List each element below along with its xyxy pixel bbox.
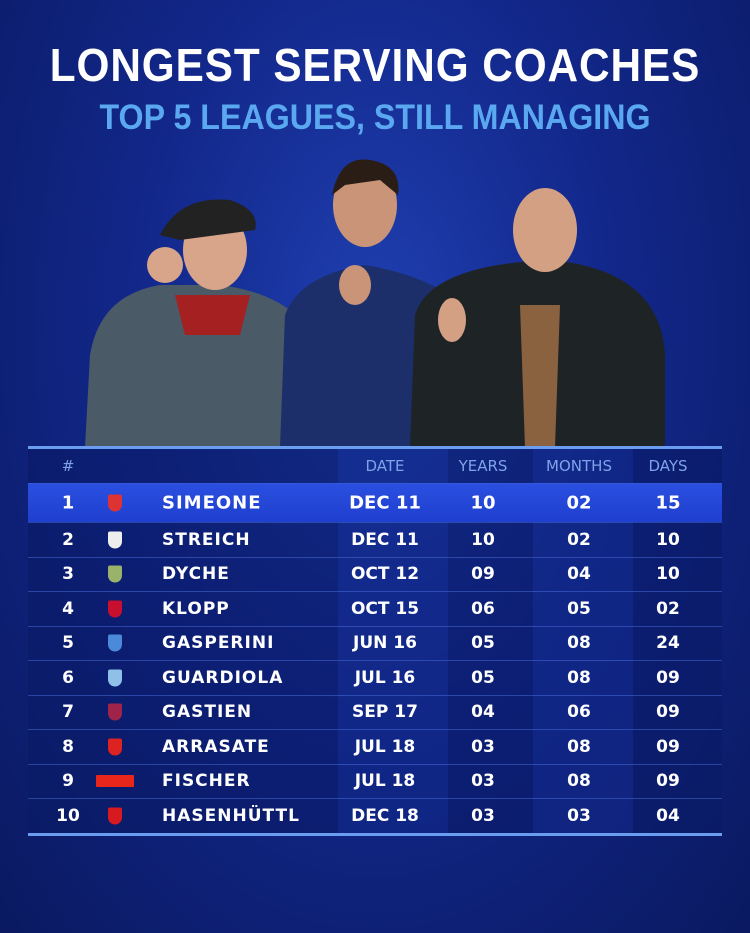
- months: 03: [567, 805, 591, 826]
- rank: 4: [62, 598, 74, 619]
- klopp-photo: [85, 199, 330, 447]
- start-date: OCT 12: [350, 564, 420, 585]
- years: 10: [470, 492, 496, 514]
- start-date: OCT 15: [350, 598, 420, 619]
- rank: 7: [62, 702, 74, 723]
- table-header: # DATE YEARS MONTHS DAYS: [28, 449, 722, 483]
- days: 09: [656, 667, 680, 688]
- osasuna-crest-icon: [108, 738, 122, 756]
- header-days: DAYS: [648, 457, 688, 475]
- days: 10: [656, 529, 680, 550]
- days: 09: [656, 736, 680, 757]
- months: 05: [567, 598, 591, 619]
- union-berlin-crest-icon: [96, 775, 134, 788]
- atletico-madrid-crest-icon: [108, 494, 122, 512]
- liverpool-crest-icon: [108, 600, 122, 618]
- months: 02: [566, 492, 592, 514]
- table-row: 4 KLOPP OCT 15 06 05 02: [28, 591, 722, 626]
- coach-name: HASENHÜTTL: [162, 805, 300, 826]
- days: 04: [656, 805, 680, 826]
- coach-name: SIMEONE: [162, 492, 262, 514]
- days: 15: [655, 492, 681, 514]
- coach-name: STREICH: [162, 529, 251, 550]
- years: 04: [471, 702, 495, 723]
- table-row: 8 ARRASATE JUL 18 03 08 09: [28, 729, 722, 764]
- coach-name: GUARDIOLA: [162, 667, 284, 688]
- coach-name: GASPERINI: [162, 633, 275, 654]
- page-title: LONGEST SERVING COACHES: [49, 39, 701, 91]
- start-date: DEC 11: [351, 529, 419, 550]
- start-date: JUL 16: [354, 667, 416, 688]
- header-rank: #: [61, 457, 75, 475]
- coach-name: DYCHE: [162, 564, 230, 585]
- freiburg-crest-icon: [108, 531, 122, 549]
- rank: 9: [62, 771, 74, 792]
- table-row: 6 GUARDIOLA JUL 16 05 08 09: [28, 660, 722, 695]
- years: 03: [471, 771, 495, 792]
- years: 10: [471, 529, 495, 550]
- months: 04: [567, 564, 591, 585]
- rank: 10: [56, 805, 80, 826]
- guardiola-photo: [410, 188, 665, 447]
- days: 24: [656, 633, 680, 654]
- clermont-crest-icon: [108, 703, 122, 721]
- coaches-photo: [85, 159, 665, 447]
- header-months: MONTHS: [546, 457, 612, 475]
- table-row: 1 SIMEONE DEC 11 10 02 15: [28, 483, 722, 522]
- table-row: 3 DYCHE OCT 12 09 04 10: [28, 556, 722, 592]
- years: 03: [471, 736, 495, 757]
- years: 03: [471, 805, 495, 826]
- months: 08: [567, 667, 591, 688]
- page-subtitle: TOP 5 LEAGUES, STILL MANAGING: [99, 98, 651, 137]
- coach-name: KLOPP: [162, 598, 230, 619]
- months: 08: [567, 633, 591, 654]
- table-row: 9 FISCHER JUL 18 03 08 09: [28, 763, 722, 799]
- header-years: YEARS: [458, 457, 508, 475]
- start-date: DEC 18: [351, 805, 419, 826]
- table-row: 2 STREICH DEC 11 10 02 10: [28, 522, 722, 557]
- days: 09: [656, 702, 680, 723]
- years: 06: [471, 598, 495, 619]
- rank: 1: [61, 492, 75, 514]
- coach-name: ARRASATE: [162, 736, 270, 757]
- rank: 5: [62, 633, 74, 654]
- rank: 3: [62, 564, 74, 585]
- months: 02: [567, 529, 591, 550]
- years: 09: [471, 564, 495, 585]
- coach-name: FISCHER: [162, 771, 251, 792]
- southampton-crest-icon: [108, 807, 122, 825]
- man-city-crest-icon: [108, 669, 122, 687]
- coach-name: GASTIEN: [162, 702, 253, 723]
- start-date: SEP 17: [352, 702, 418, 723]
- start-date: DEC 11: [349, 492, 421, 514]
- rank: 8: [62, 736, 74, 757]
- header-date: DATE: [365, 457, 405, 475]
- months: 08: [567, 736, 591, 757]
- months: 08: [567, 771, 591, 792]
- months: 06: [567, 702, 591, 723]
- days: 02: [656, 598, 680, 619]
- rank: 6: [62, 667, 74, 688]
- burnley-crest-icon: [108, 565, 122, 583]
- coaches-table: # DATE YEARS MONTHS DAYS 1 SIMEONE DEC 1…: [28, 446, 722, 836]
- years: 05: [471, 667, 495, 688]
- start-date: JUL 18: [354, 736, 416, 757]
- atalanta-crest-icon: [108, 634, 122, 652]
- rank: 2: [62, 529, 74, 550]
- start-date: JUL 18: [354, 771, 416, 792]
- days: 09: [656, 771, 680, 792]
- table-row: 7 GASTIEN SEP 17 04 06 09: [28, 694, 722, 730]
- table-row: 10 HASENHÜTTL DEC 18 03 03 04: [28, 798, 722, 833]
- years: 05: [471, 633, 495, 654]
- days: 10: [656, 564, 680, 585]
- start-date: JUN 16: [353, 633, 417, 654]
- table-row: 5 GASPERINI JUN 16 05 08 24: [28, 625, 722, 661]
